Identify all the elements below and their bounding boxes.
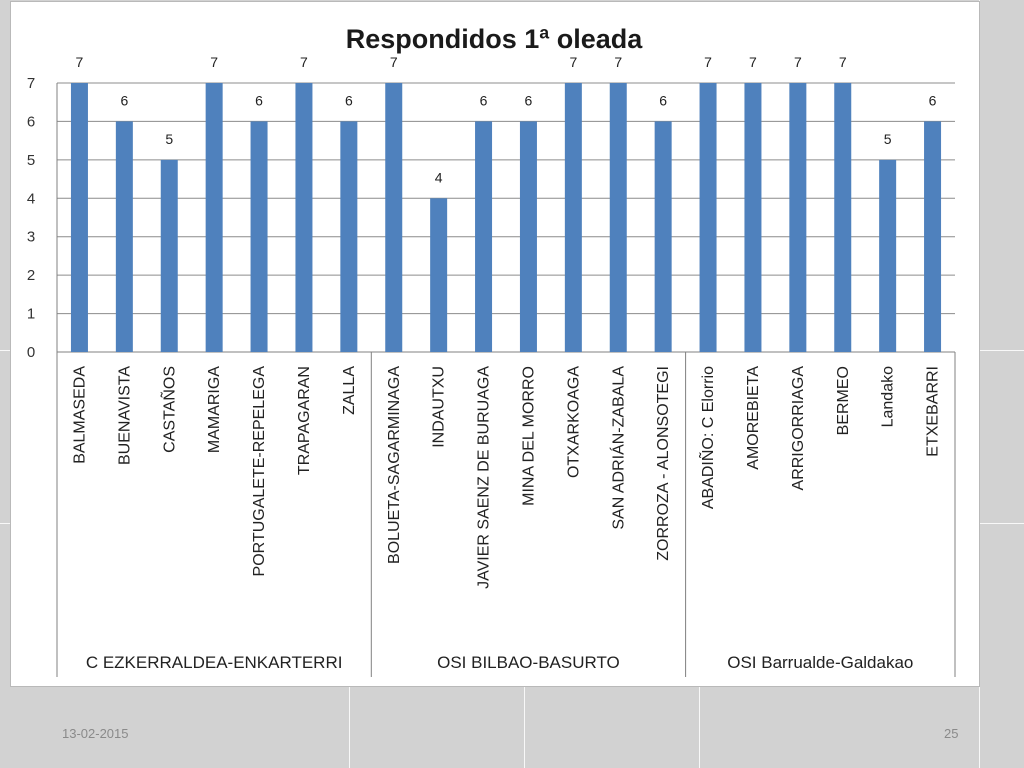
x-tick-label: JAVIER SAENZ DE BURUAGA [476, 366, 493, 589]
bar [789, 83, 807, 352]
bar [385, 83, 403, 352]
x-tick-label: INDAUTXU [431, 366, 448, 448]
gridlines [57, 82, 955, 353]
group-label: OSI Barrualde-Galdakao [727, 653, 913, 672]
bar [340, 121, 358, 352]
x-tick-label: BERMEO [835, 366, 852, 435]
x-tick-label: TRAPAGARAN [296, 366, 313, 475]
bar [430, 198, 448, 352]
data-label: 7 [390, 54, 398, 70]
data-label: 7 [569, 54, 577, 70]
x-tick-label: MAMARIGA [206, 366, 223, 453]
x-tick-label: Landako [880, 366, 897, 427]
data-label: 6 [929, 92, 937, 108]
x-tick-label: SAN ADRIÁN-ZABALA [608, 366, 627, 530]
data-label: 5 [884, 131, 892, 147]
bar [519, 121, 537, 352]
bar [564, 83, 582, 352]
bar [475, 121, 493, 352]
data-label: 7 [300, 54, 308, 70]
data-label: 6 [255, 92, 263, 108]
y-tick-label: 1 [27, 306, 35, 323]
slide-date: 13-02-2015 [62, 726, 129, 741]
x-tick-label: PORTUGALETE-REPELEGA [251, 366, 268, 577]
bar [924, 121, 942, 352]
data-label: 7 [749, 54, 757, 70]
bar [205, 83, 223, 352]
slide-grid-line [979, 350, 1024, 351]
data-label: 7 [704, 54, 712, 70]
y-tick-label: 0 [27, 344, 35, 361]
slide-grid-line [0, 523, 10, 524]
bar [250, 121, 268, 352]
x-tick-label: ETXEBARRI [925, 366, 942, 457]
data-label: 6 [120, 92, 128, 108]
data-label: 7 [76, 54, 84, 70]
y-tick-label: 7 [27, 75, 35, 92]
x-tick-label: BALMASEDA [71, 366, 88, 464]
y-tick-label: 6 [27, 113, 35, 130]
data-label: 4 [435, 169, 443, 185]
y-tick-label: 3 [27, 229, 35, 246]
data-label: 5 [165, 131, 173, 147]
bar [295, 83, 313, 352]
data-label: 7 [614, 54, 622, 70]
chart-panel: Respondidos 1ª oleada 0 1 2 3 4 5 6 7 7 6 5 7 6 7 6 7 4… [10, 1, 980, 687]
bars [70, 83, 942, 352]
data-label: 6 [480, 92, 488, 108]
bar [70, 83, 88, 352]
group-label: C EZKERRALDEA-ENKARTERRI [86, 653, 343, 672]
data-labels: 7 6 5 7 6 7 6 7 4 6 6 7 7 6 7 7 7 7 5 6 [76, 54, 937, 185]
x-axis: BALMASEDA BUENAVISTA CASTAÑOS MAMARIGA PORTU… [56, 352, 956, 677]
bar [160, 159, 178, 352]
y-tick-label: 5 [27, 152, 35, 169]
x-tick-label: CASTAÑOS [158, 366, 178, 453]
x-tick-label: ZORROZA - ALONSOTEGI [655, 366, 672, 561]
x-tick-label: BUENAVISTA [116, 366, 133, 465]
bar [654, 121, 672, 352]
bar [115, 121, 133, 352]
data-label: 7 [210, 54, 218, 70]
x-tick-label: ZALLA [341, 366, 358, 415]
data-label: 6 [345, 92, 353, 108]
x-tick-label: ABADIÑO: C Elorrio [697, 366, 717, 509]
slide-grid-line [979, 523, 1024, 524]
x-tick-label: MINA DEL MORRO [520, 366, 537, 506]
bar [609, 83, 627, 352]
y-axis: 0 1 2 3 4 5 6 7 [27, 75, 58, 361]
bar [744, 83, 762, 352]
group-label: OSI BILBAO-BASURTO [437, 653, 620, 672]
slide-grid-line [0, 350, 10, 351]
y-tick-label: 4 [27, 190, 35, 207]
bar [834, 83, 852, 352]
bar [699, 83, 717, 352]
x-tick-label: AMOREBIETA [745, 366, 762, 470]
slide-page-number: 25 [944, 726, 959, 741]
bar [879, 159, 897, 352]
data-label: 7 [839, 54, 847, 70]
data-label: 6 [525, 92, 533, 108]
bar-chart: Respondidos 1ª oleada 0 1 2 3 4 5 6 7 7 6 5 7 6 7 6 7 4… [27, 24, 956, 677]
y-tick-label: 2 [27, 267, 35, 284]
chart-title: Respondidos 1ª oleada [346, 24, 644, 54]
x-tick-label: OTXARKOAGA [565, 366, 582, 478]
data-label: 7 [794, 54, 802, 70]
x-tick-label: BOLUETA-SAGARMINAGA [386, 366, 403, 564]
data-label: 6 [659, 92, 667, 108]
x-tick-label: ARRIGORRIAGA [790, 366, 807, 491]
